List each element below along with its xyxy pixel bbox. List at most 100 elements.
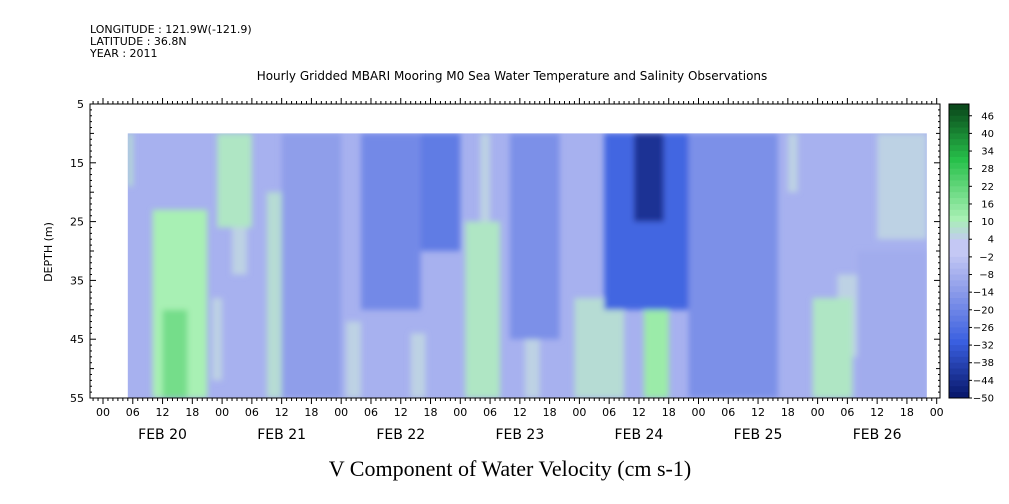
x-hour-tick-label: 18 (424, 406, 438, 419)
heatmap-cell (127, 133, 133, 187)
colorbar-label: 10 (981, 217, 994, 228)
colorbar-label: −14 (973, 288, 994, 299)
colorbar-swatch (949, 339, 969, 346)
x-hour-tick-label: 18 (900, 406, 914, 419)
heatmap-cell (480, 133, 491, 222)
x-hour-tick-label: 18 (543, 406, 557, 419)
colorbar-label: −32 (973, 341, 994, 352)
x-hour-tick-label: 18 (662, 406, 676, 419)
colorbar-label: 4 (988, 235, 994, 246)
x-hour-tick-label: 06 (602, 406, 616, 419)
colorbar-label: 16 (981, 199, 994, 210)
heatmap-cell (346, 321, 362, 398)
x-hour-tick-label: 12 (513, 406, 527, 419)
colorbar-swatch (949, 350, 969, 358)
x-hour-tick-label: 18 (781, 406, 795, 419)
colorbar-swatch (949, 192, 969, 199)
colorbar-swatch (949, 127, 969, 134)
colorbar-swatch (949, 139, 969, 146)
x-hour-tick-label: 00 (572, 406, 586, 419)
x-day-label: FEB 21 (257, 427, 306, 443)
colorbar-label: 46 (981, 111, 994, 122)
x-hour-tick-label: 06 (721, 406, 735, 419)
y-tick-label: 35 (70, 274, 84, 287)
colorbar-swatch (949, 380, 969, 387)
x-day-label: FEB 20 (138, 427, 187, 443)
x-hour-tick-label: 06 (483, 406, 497, 419)
x-day-label: FEB 23 (495, 427, 544, 443)
x-axis-label: V Component of Water Velocity (cm s-1) (329, 456, 691, 481)
longitude-label: LONGITUDE : 121.9W(-121.9) (90, 23, 252, 36)
x-day-label: FEB 24 (615, 427, 664, 443)
x-hour-tick-label: 18 (304, 406, 318, 419)
x-hour-tick-label: 00 (453, 406, 467, 419)
x-day-label: FEB 22 (376, 427, 425, 443)
y-tick-label: 55 (70, 392, 84, 405)
colorbar-swatch (949, 386, 969, 393)
colorbar-label: −26 (973, 323, 994, 334)
colorbar-swatch (949, 333, 969, 340)
y-tick-label: 15 (70, 157, 84, 170)
x-day-label: FEB 25 (734, 427, 783, 443)
colorbar-swatch (949, 245, 969, 252)
colorbar-swatch (949, 104, 969, 111)
heatmap-cell (281, 133, 342, 398)
colorbar-label: −50 (973, 394, 994, 405)
colorbar-swatch (949, 233, 969, 240)
colorbar-swatch (949, 227, 969, 234)
y-axis-label: DEPTH (m) (42, 222, 55, 282)
colorbar-swatch (949, 209, 969, 217)
x-hour-tick-label: 12 (632, 406, 646, 419)
x-hour-tick-label: 00 (334, 406, 348, 419)
colorbar-swatch (949, 256, 969, 264)
colorbar-swatch (949, 186, 969, 193)
chart-title: Hourly Gridded MBARI Mooring M0 Sea Wate… (257, 69, 768, 83)
heatmap-cell (509, 133, 560, 340)
colorbar-swatch (949, 298, 969, 305)
colorbar-swatch (949, 198, 969, 205)
heatmap-cell (361, 133, 421, 310)
x-hour-tick-label: 00 (811, 406, 825, 419)
heatmap-cell (812, 298, 853, 398)
colorbar-swatch (949, 356, 969, 364)
colorbar-label: −8 (979, 270, 994, 281)
colorbar-swatch (949, 303, 969, 311)
colorbar-label: 34 (981, 147, 994, 158)
colorbar-swatch (949, 292, 969, 299)
colorbar-swatch (949, 368, 969, 375)
colorbar-label: −44 (973, 376, 994, 387)
heatmap-cell (787, 133, 798, 193)
x-hour-tick-label: 00 (692, 406, 706, 419)
colorbar-swatch (949, 121, 969, 129)
heatmap-cell (465, 221, 500, 398)
colorbar-label: −38 (973, 358, 994, 369)
colorbar-swatch (949, 262, 969, 270)
y-tick-label: 25 (70, 216, 84, 229)
heatmap-cell (217, 133, 252, 228)
colorbar-swatch (949, 174, 969, 181)
colorbar-swatch (949, 203, 969, 211)
x-hour-tick-label: 12 (275, 406, 289, 419)
colorbar-swatch (949, 268, 969, 276)
year-label: YEAR : 2011 (90, 47, 158, 60)
heatmap-cell (162, 309, 188, 398)
colorbar-swatch (949, 280, 969, 287)
colorbar-swatch (949, 286, 969, 293)
x-hour-tick-label: 06 (126, 406, 140, 419)
heatmap-cell (212, 298, 223, 381)
x-hour-tick-label: 06 (840, 406, 854, 419)
latitude-label: LATITUDE : 36.8N (90, 35, 187, 48)
heatmap-cell (232, 227, 247, 275)
heatmap-cell (410, 333, 426, 398)
x-day-label: FEB 26 (853, 427, 902, 443)
x-hour-tick-label: 00 (96, 406, 110, 419)
colorbar-label: −2 (979, 252, 994, 263)
colorbar-frame (948, 103, 970, 399)
colorbar-swatch (949, 156, 969, 164)
colorbar-swatch (949, 145, 969, 152)
colorbar-swatch (949, 168, 969, 176)
colorbar-swatch (949, 133, 969, 140)
heatmap-cell (420, 133, 461, 251)
colorbar-swatch (949, 362, 969, 370)
